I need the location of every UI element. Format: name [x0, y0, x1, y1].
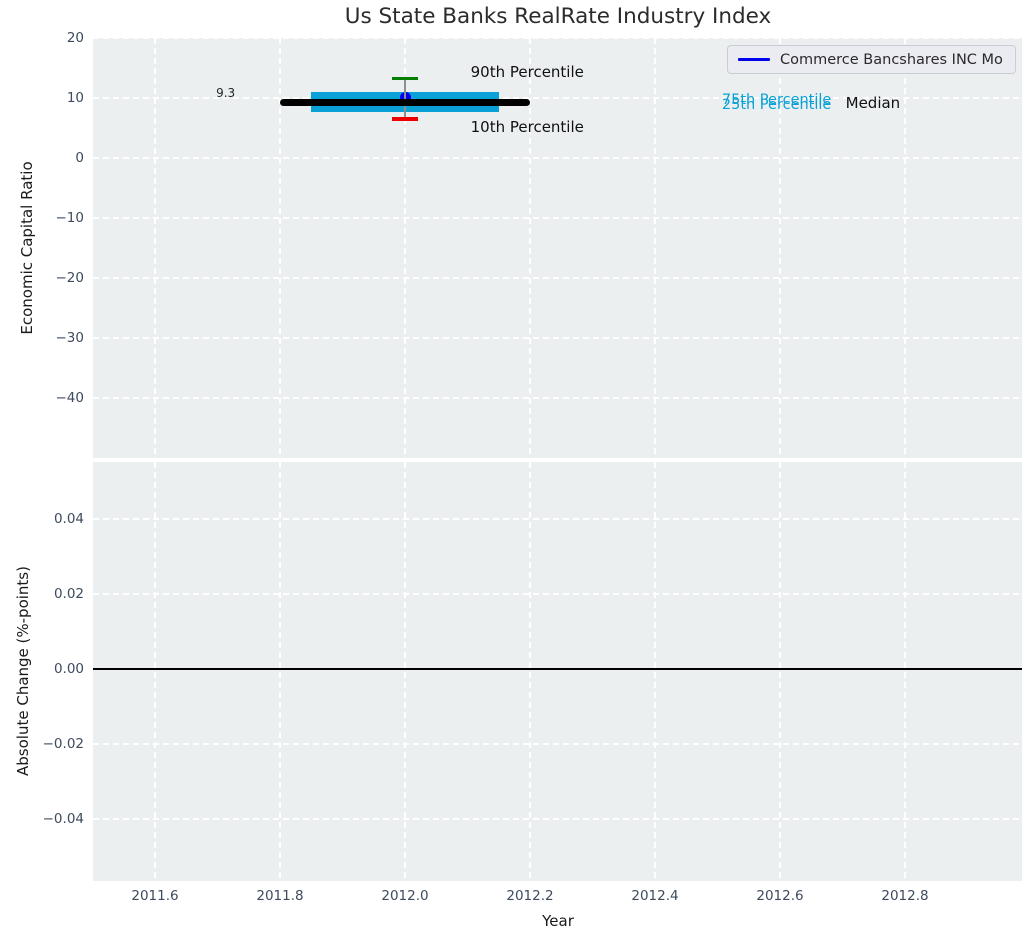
legend: Commerce Bancshares INC Mo	[727, 45, 1016, 74]
annotation-75th-percentile: 75th Percentile	[721, 91, 832, 108]
gridline-horizontal	[93, 157, 1022, 159]
y-tick-label: −0.04	[42, 811, 84, 828]
gridline-horizontal	[93, 38, 1022, 39]
annotation-10th-percentile: 10th Percentile	[470, 118, 584, 137]
gridline-vertical	[529, 38, 531, 458]
y-tick-label: −30	[55, 330, 85, 346]
zero-line	[93, 668, 1022, 670]
y-tick-label: −10	[55, 210, 85, 226]
x-tick-label: 2012.6	[756, 888, 804, 904]
annotation-median: Median	[845, 94, 901, 113]
x-tick-label: 2012.0	[381, 888, 429, 904]
legend-label: Commerce Bancshares INC Mo	[780, 51, 1003, 68]
gridline-vertical	[654, 38, 656, 458]
axes-absolute-change	[93, 462, 1022, 881]
y-tick-label: −20	[55, 270, 85, 286]
x-tick-label: 2012.8	[881, 888, 929, 904]
errorbar-line	[404, 78, 406, 119]
gridline-vertical	[154, 462, 156, 881]
gridline-horizontal	[93, 217, 1022, 219]
gridline-vertical	[404, 38, 406, 458]
y-tick-label: −0.02	[42, 736, 84, 753]
ylabel-absolute-change: Absolute Change (%-points)	[14, 566, 32, 776]
legend-line-sample	[738, 58, 770, 61]
gridline-vertical	[779, 38, 781, 458]
gridline-horizontal	[93, 518, 1022, 520]
y-tick-label: 20	[66, 30, 84, 46]
gridline-vertical	[904, 462, 906, 881]
annotation-25th-percentile: 25th Percentile	[721, 96, 832, 113]
gridline-vertical	[279, 38, 281, 458]
gridline-horizontal	[93, 593, 1022, 595]
gridline-vertical	[279, 462, 281, 881]
gridline-horizontal	[93, 743, 1022, 745]
gridline-horizontal	[93, 397, 1022, 399]
errorbar-cap-top	[392, 76, 418, 80]
ylabel-economic-capital-ratio: Economic Capital Ratio	[18, 161, 36, 335]
gridline-horizontal	[93, 97, 1022, 99]
y-tick-label: 10	[66, 90, 84, 106]
y-tick-label: 0	[75, 150, 84, 166]
annotation-90th-percentile: 90th Percentile	[470, 63, 584, 82]
y-tick-label: −40	[55, 390, 85, 406]
gridline-horizontal	[93, 337, 1022, 339]
y-tick-label: 0.02	[53, 586, 84, 603]
x-tick-label: 2011.8	[256, 888, 304, 904]
gridline-vertical	[529, 462, 531, 881]
gridline-vertical	[154, 38, 156, 458]
gridline-horizontal	[93, 818, 1022, 820]
y-tick-label: 0.04	[53, 511, 84, 528]
xlabel-year: Year	[542, 912, 574, 930]
x-tick-label: 2012.2	[506, 888, 554, 904]
gridline-vertical	[654, 462, 656, 881]
y-tick-label: 0.00	[53, 661, 84, 678]
median-line	[280, 98, 530, 106]
chart-title: Us State Banks RealRate Industry Index	[344, 4, 772, 29]
annotation-9-3: 9.3	[216, 86, 236, 101]
x-tick-label: 2011.6	[131, 888, 179, 904]
axes-economic-capital-ratio: Commerce Bancshares INC Mo 9.3 90th Perce…	[93, 38, 1022, 458]
gridline-horizontal	[93, 277, 1022, 279]
gridline-vertical	[779, 462, 781, 881]
x-tick-label: 2012.4	[631, 888, 679, 904]
gridline-vertical	[404, 462, 406, 881]
gridline-vertical	[904, 38, 906, 458]
errorbar-cap-bottom	[392, 117, 418, 121]
